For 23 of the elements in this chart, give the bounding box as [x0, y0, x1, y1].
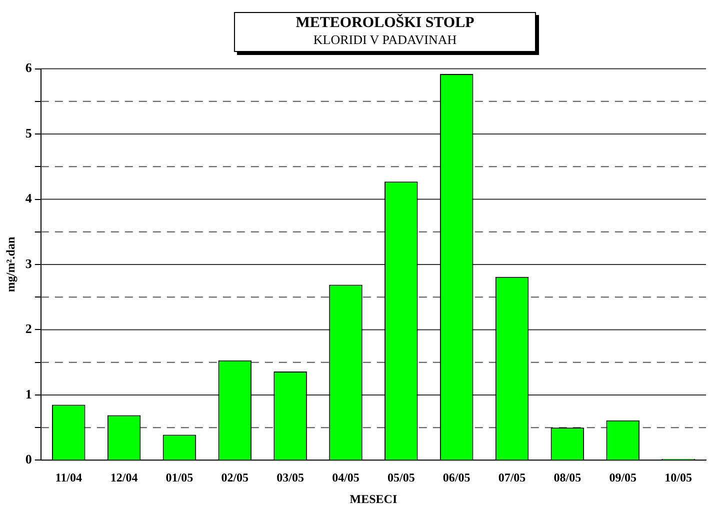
x-tick-label: 06/05 — [442, 470, 470, 484]
x-tick-label: 09/05 — [609, 470, 637, 484]
y-tick-label: 0 — [25, 452, 32, 467]
y-tick-label: 4 — [25, 190, 32, 206]
y-axis-title: mg/m².dan — [3, 236, 18, 292]
y-tick-label: 5 — [25, 125, 32, 140]
x-tick-label: 07/05 — [498, 470, 526, 484]
x-tick-label: 05/05 — [387, 470, 415, 484]
x-tick-label: 02/05 — [221, 470, 249, 484]
x-tick-label: 10/05 — [664, 470, 692, 484]
y-tick-label: 3 — [25, 256, 32, 271]
chart-subtitle: KLORIDI V PADAVINAH — [312, 32, 458, 48]
y-tick-label: 2 — [25, 321, 32, 336]
chart-title: METEOROLOŠKI STOLP — [294, 15, 476, 32]
x-tick-label: 01/05 — [166, 470, 194, 484]
x-axis-title: MESECI — [350, 492, 398, 506]
x-tick-label: 11/04 — [55, 470, 82, 484]
x-tick-label: 04/05 — [332, 470, 360, 484]
y-tick-label: 6 — [25, 60, 32, 76]
y-tick-label: 1 — [25, 386, 32, 402]
x-tick-label: 08/05 — [554, 470, 582, 484]
x-tick-label: 12/04 — [110, 470, 138, 484]
x-tick-label: 03/05 — [276, 470, 304, 484]
